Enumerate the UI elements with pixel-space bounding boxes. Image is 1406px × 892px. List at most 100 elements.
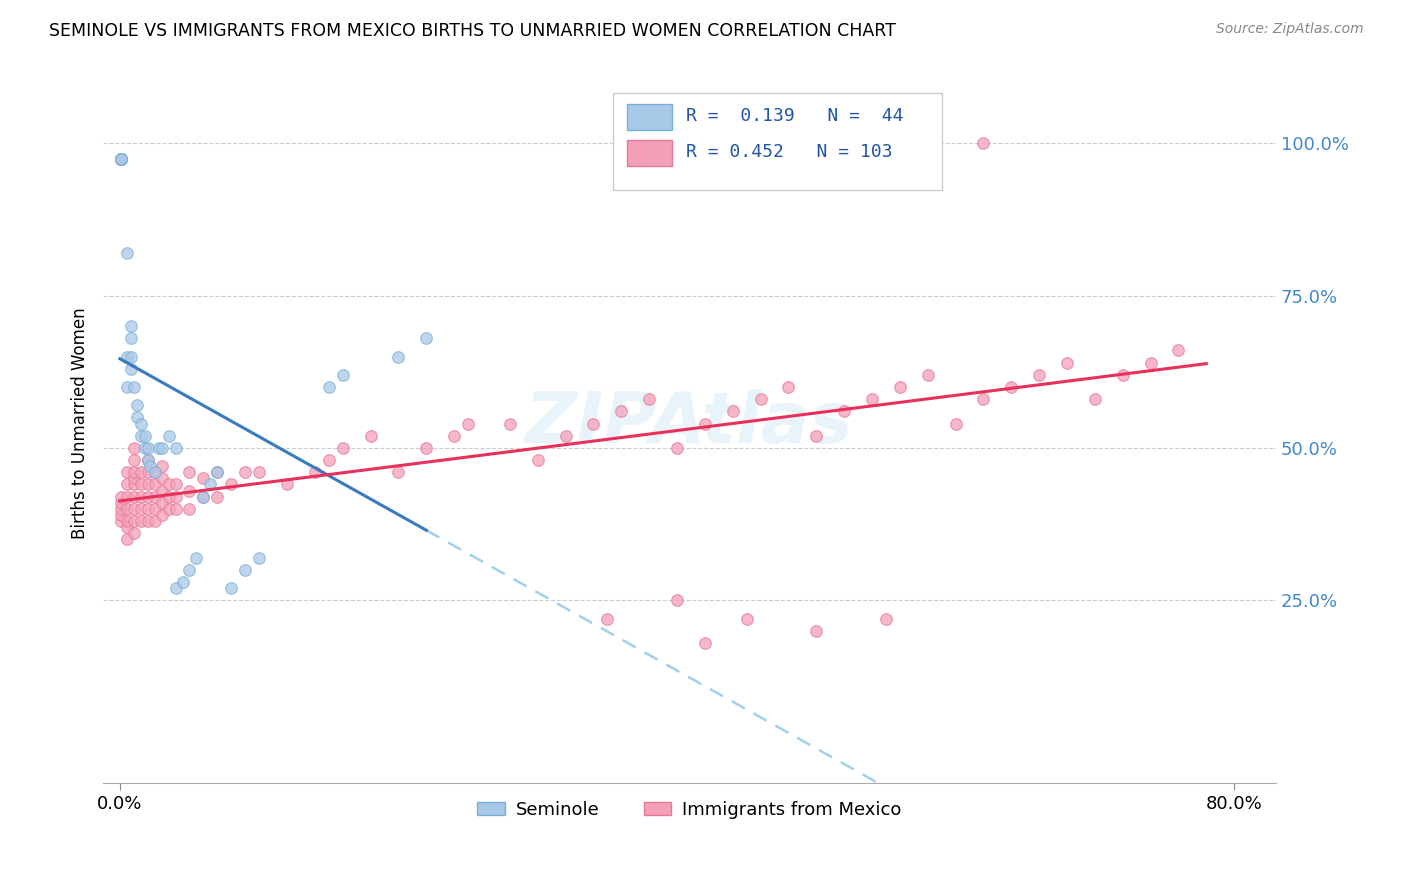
Point [115, 501, 138, 516]
Point [129, 417, 152, 431]
Text: R =  0.139   N =  44: R = 0.139 N = 44 [686, 107, 904, 125]
Point [115, 490, 138, 504]
Point [110, 490, 132, 504]
Point [172, 574, 194, 589]
Point [115, 514, 138, 528]
Point [150, 508, 173, 522]
Point [749, 392, 772, 407]
Point [832, 404, 855, 418]
Point [207, 465, 229, 479]
Point [134, 429, 156, 443]
Point [207, 465, 229, 479]
Point [582, 417, 605, 431]
Point [134, 441, 156, 455]
Point [666, 441, 689, 455]
Point [143, 490, 166, 504]
Point [157, 477, 180, 491]
Point [136, 514, 159, 528]
Point [120, 331, 142, 345]
Point [193, 471, 215, 485]
Point [276, 477, 298, 491]
Point [110, 152, 132, 166]
Point [136, 477, 159, 491]
Point [110, 152, 132, 166]
Point [129, 465, 152, 479]
Point [806, 624, 828, 638]
Point [1167, 343, 1189, 358]
Legend: Seminole, Immigrants from Mexico: Seminole, Immigrants from Mexico [470, 793, 908, 826]
Point [179, 563, 201, 577]
Point [304, 465, 326, 479]
FancyBboxPatch shape [627, 104, 672, 130]
Point [945, 417, 967, 431]
Point [122, 490, 145, 504]
Point [721, 404, 744, 418]
Point [122, 441, 145, 455]
FancyBboxPatch shape [613, 93, 942, 190]
Point [110, 496, 132, 510]
Point [122, 477, 145, 491]
Point [150, 483, 173, 498]
Point [415, 331, 437, 345]
Point [1112, 368, 1135, 382]
Point [110, 514, 132, 528]
Point [136, 501, 159, 516]
Point [247, 465, 270, 479]
Point [889, 380, 911, 394]
Point [1139, 356, 1161, 370]
Point [136, 490, 159, 504]
Text: Source: ZipAtlas.com: Source: ZipAtlas.com [1216, 22, 1364, 37]
Point [115, 350, 138, 364]
Point [219, 581, 242, 595]
Point [110, 152, 132, 166]
Point [233, 563, 256, 577]
Point [860, 392, 883, 407]
Point [150, 496, 173, 510]
Point [233, 465, 256, 479]
Point [110, 152, 132, 166]
Point [200, 477, 222, 491]
Point [136, 453, 159, 467]
Point [165, 477, 187, 491]
Point [193, 490, 215, 504]
Point [179, 501, 201, 516]
Point [122, 380, 145, 394]
Point [179, 483, 201, 498]
Point [165, 501, 187, 516]
Point [150, 441, 173, 455]
Point [148, 441, 170, 455]
Point [150, 471, 173, 485]
Point [125, 410, 148, 425]
Point [1028, 368, 1050, 382]
Point [332, 368, 354, 382]
Text: SEMINOLE VS IMMIGRANTS FROM MEXICO BIRTHS TO UNMARRIED WOMEN CORRELATION CHART: SEMINOLE VS IMMIGRANTS FROM MEXICO BIRTH… [49, 22, 896, 40]
Point [207, 490, 229, 504]
Point [129, 501, 152, 516]
Point [122, 465, 145, 479]
Point [318, 380, 340, 394]
Point [115, 246, 138, 260]
Point [457, 417, 479, 431]
Point [318, 453, 340, 467]
Point [110, 152, 132, 166]
Point [165, 581, 187, 595]
Point [157, 501, 180, 516]
Point [115, 477, 138, 491]
Point [157, 490, 180, 504]
Point [247, 550, 270, 565]
Point [360, 429, 382, 443]
Point [638, 392, 661, 407]
Point [554, 429, 576, 443]
Point [165, 441, 187, 455]
FancyBboxPatch shape [627, 140, 672, 166]
Point [972, 136, 994, 151]
Point [610, 404, 633, 418]
Text: R = 0.452   N = 103: R = 0.452 N = 103 [686, 143, 893, 161]
Point [526, 453, 548, 467]
Point [115, 380, 138, 394]
Point [115, 533, 138, 547]
Point [143, 465, 166, 479]
Point [110, 508, 132, 522]
Point [415, 441, 437, 455]
Point [806, 429, 828, 443]
